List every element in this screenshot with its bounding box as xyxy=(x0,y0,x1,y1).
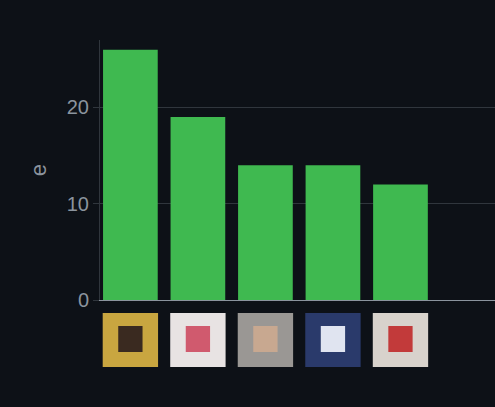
svg-text:20: 20 xyxy=(67,96,89,118)
svg-text:e: e xyxy=(26,164,51,176)
svg-text:0: 0 xyxy=(78,289,89,311)
svg-text:10: 10 xyxy=(67,193,89,215)
